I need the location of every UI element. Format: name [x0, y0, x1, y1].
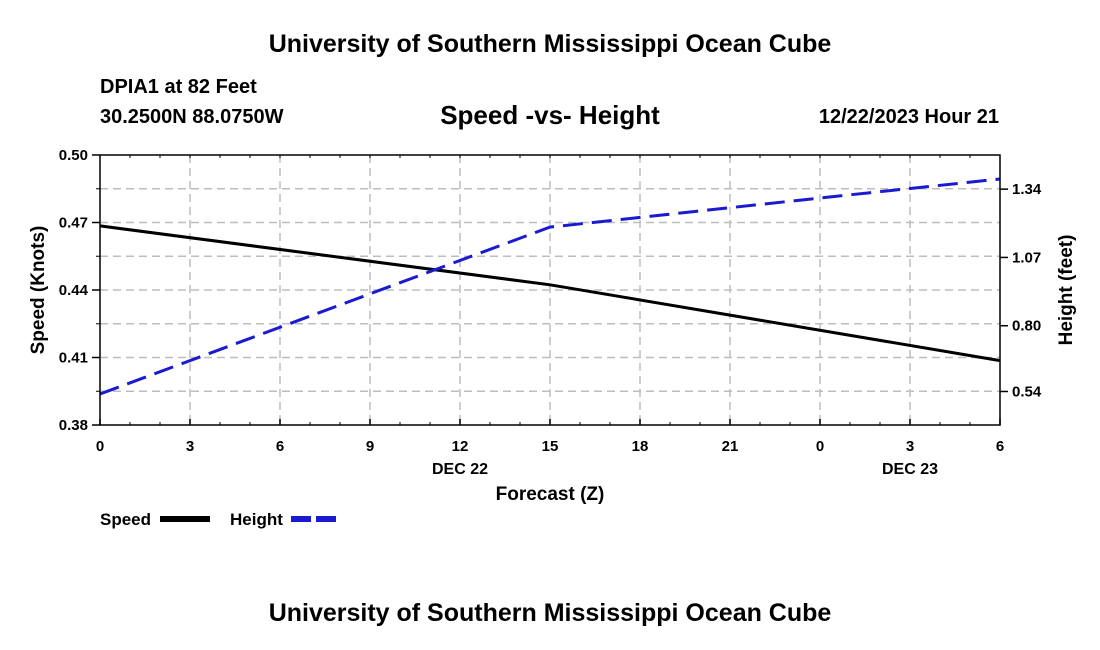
legend-speed-swatch: [160, 516, 210, 522]
legend-height-label: Height: [230, 510, 283, 529]
date-label: DEC 22: [432, 461, 488, 478]
grid: [100, 155, 1000, 425]
y-left-tick-label: 0.41: [59, 350, 88, 367]
x-tick-label: 9: [366, 438, 374, 455]
x-tick-label: 3: [186, 438, 194, 455]
series: [99, 177, 1001, 396]
footer-title: University of Southern Mississippi Ocean…: [268, 599, 832, 627]
x-tick-label: 18: [632, 438, 649, 455]
x-tick-label: 3: [906, 438, 914, 455]
series-line-speed: [99, 224, 1001, 363]
x-tick-label: 15: [542, 438, 559, 455]
legend-speed-label: Speed: [100, 510, 152, 529]
y-right-tick-label: 1.07: [1012, 249, 1041, 266]
x-tick-label: 0: [816, 438, 824, 455]
y-left-tick-label: 0.47: [59, 215, 88, 232]
x-tick-label: 6: [276, 438, 284, 455]
page-title: University of Southern Mississippi Ocean…: [268, 30, 832, 58]
series-line-height: [99, 177, 1001, 396]
y-left-tick-label: 0.38: [59, 417, 88, 434]
date-label: DEC 23: [882, 461, 938, 478]
legend-height-swatch: [291, 516, 341, 522]
plot-frame: [99, 154, 1001, 426]
station-coordinates: 30.2500N 88.0750W: [100, 106, 284, 128]
x-tick-label: 0: [96, 438, 104, 455]
x-tick-label: 21: [722, 438, 739, 455]
timestamp: 12/22/2023 Hour 21: [818, 106, 999, 128]
y-left-tick-label: 0.44: [59, 282, 89, 299]
x-tick-label: 6: [996, 438, 1004, 455]
chart-subtitle: Speed -vs- Height: [440, 100, 660, 130]
x-axis-label: Forecast (Z): [496, 484, 605, 505]
y-right-tick-label: 0.80: [1012, 318, 1041, 335]
y-axis-label-right: Height (feet): [1056, 235, 1077, 346]
y-right-tick-label: 1.34: [1012, 181, 1042, 198]
y-left-tick-label: 0.50: [59, 147, 88, 164]
axis-labels: 0 3 6 9 12 15 18 21 0 3 6 DEC 22 DEC 23 0.38 0.41 0.44 0…: [59, 147, 1042, 478]
x-tick-label: 12: [452, 438, 469, 455]
y-axis-label-left: Speed (Knots): [28, 226, 49, 355]
y-right-tick-label: 0.54: [1012, 383, 1042, 400]
station-name: DPIA1 at 82 Feet: [100, 76, 257, 98]
